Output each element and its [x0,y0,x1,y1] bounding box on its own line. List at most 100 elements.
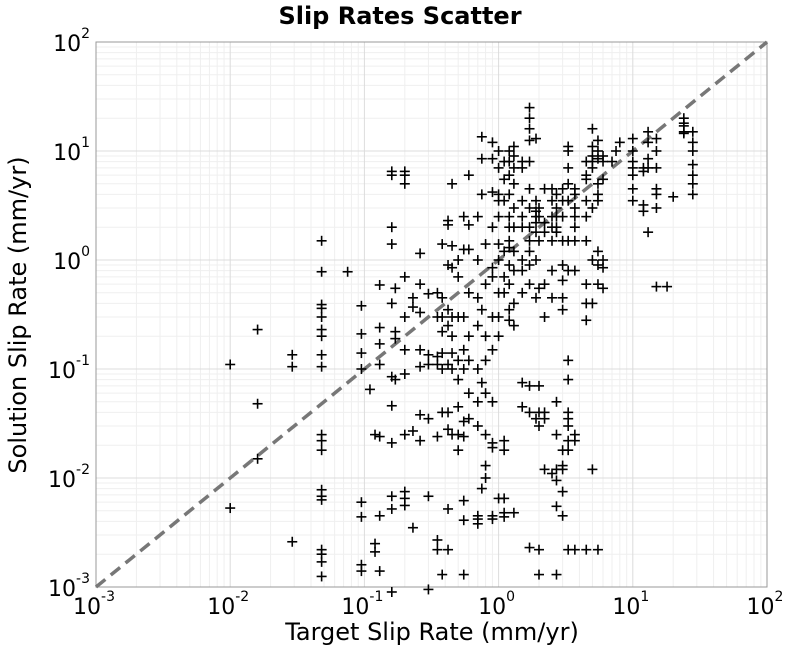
y-tick-label: 102 [53,26,90,57]
data-point [533,569,544,580]
data-point [531,413,542,424]
data-point [463,388,474,399]
data-point [356,328,367,339]
data-point [508,298,519,309]
data-point [370,429,381,440]
data-point [547,195,558,206]
data-point [524,235,535,246]
data-point [563,162,574,173]
data-point [493,239,504,250]
data-point [476,153,487,164]
data-point [443,304,454,315]
data-point [517,401,528,412]
data-point [472,320,483,331]
data-point [463,244,474,255]
data-point [493,255,504,265]
data-point [480,388,491,399]
data-point [662,281,673,292]
data-point [287,361,298,372]
data-point [638,206,649,217]
data-point [533,211,544,222]
data-point [487,187,498,198]
data-point [316,445,327,456]
data-point [374,338,385,349]
data-point [407,425,418,436]
data-point [458,416,469,427]
y-tick-label: 100 [53,244,90,275]
data-point [678,128,689,139]
data-point [463,331,474,342]
data-point [517,162,528,173]
data-point [508,150,519,161]
data-point [480,355,491,366]
data-point [386,437,397,448]
data-point [627,146,638,156]
data-point [592,195,603,206]
data-point [592,279,603,290]
data-point [557,292,568,303]
data-point [476,304,487,315]
data-point [581,195,592,206]
data-point [517,287,528,298]
y-tick-label: 10-1 [48,353,90,384]
data-point [643,126,654,137]
data-point [504,279,515,290]
data-point [668,191,679,202]
x-tick-label: 10-2 [207,589,249,620]
data-point [443,219,454,230]
data-point [687,137,698,148]
data-point [458,364,469,374]
data-point [508,141,519,152]
data-point [499,511,510,522]
data-point [592,153,603,164]
data-point [563,195,574,206]
data-point [524,202,535,213]
data-point [252,453,263,464]
data-point [504,170,515,181]
data-point [592,135,603,146]
data-point [508,265,519,276]
data-point [563,445,574,456]
data-point [569,265,580,276]
data-point [386,222,397,233]
data-point [423,413,434,424]
data-point [499,493,510,504]
data-point [643,153,654,164]
data-point [423,584,434,595]
data-point [432,431,443,442]
data-point [517,195,528,206]
data-point [342,266,353,277]
data-point [517,211,528,222]
data-point [592,544,603,555]
major-grid [95,41,768,588]
data-point [587,298,598,309]
data-point [287,349,298,360]
data-point [386,491,397,502]
data-point [447,178,458,189]
data-point [524,135,535,146]
data-point [504,259,515,270]
data-point [437,239,448,250]
data-point [316,235,327,246]
data-point [524,102,535,113]
data-point [399,178,410,189]
data-point [316,303,327,314]
data-point [508,320,519,331]
data-point [547,292,558,303]
data-point [531,227,542,238]
data-point [458,515,469,526]
data-point [524,246,535,257]
data-point [437,326,448,337]
data-point [399,500,410,511]
data-point [607,156,618,167]
data-point [524,542,535,553]
y-axis-label: Solution Slip Rate (mm/yr) [4,156,32,473]
data-point [524,183,535,194]
data-point [508,246,519,257]
data-point [480,429,491,440]
data-point [587,202,598,213]
data-point [533,544,544,555]
data-point [437,311,448,322]
data-point [627,170,638,181]
